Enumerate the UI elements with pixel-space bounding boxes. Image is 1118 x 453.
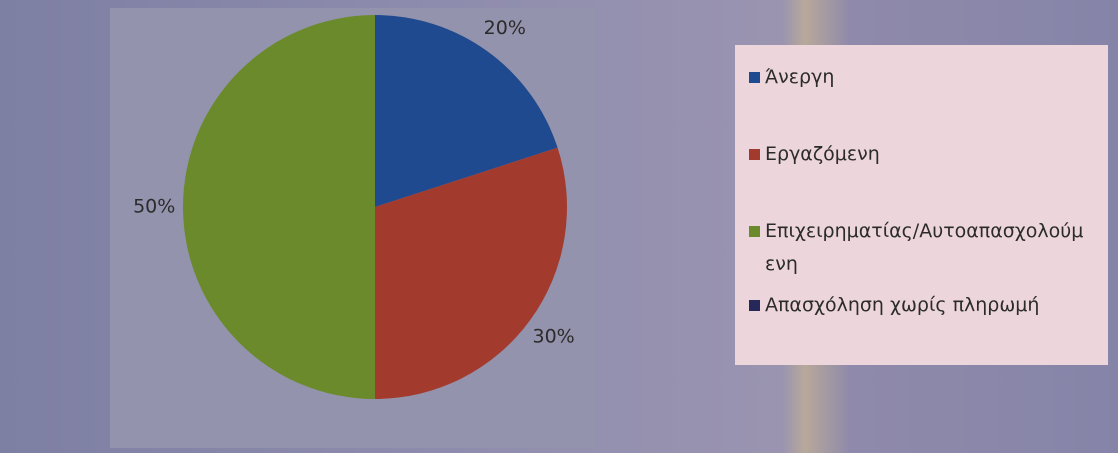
legend-swatch <box>749 226 760 237</box>
legend-label: Απασχόληση χωρίς πληρωμή <box>765 294 1040 316</box>
legend-item: Επιχειρηματίας/Αυτοαπασχολούμενη <box>749 215 1096 281</box>
legend-label: Επιχειρηματίας/Αυτοαπασχολούμενη <box>765 220 1084 275</box>
legend-swatch <box>749 300 760 311</box>
legend-item: Εργαζόμενη <box>749 138 1096 171</box>
legend-item: Απασχόληση χωρίς πληρωμή <box>749 289 1096 322</box>
pie-slice <box>375 147 567 399</box>
legend-item: Άνεργη <box>749 61 1096 94</box>
data-label: 50% <box>133 196 175 218</box>
legend-swatch <box>749 149 760 160</box>
data-label: 20% <box>484 17 526 39</box>
legend: Άνεργη Εργαζόμενη Επιχειρηματίας/Αυτοαπασχ… <box>735 45 1108 365</box>
data-label: 30% <box>533 325 575 347</box>
legend-label: Εργαζόμενη <box>765 143 880 165</box>
pie-slice <box>375 15 558 207</box>
pie-slice <box>183 15 375 399</box>
legend-label: Άνεργη <box>765 66 835 88</box>
legend-swatch <box>749 72 760 83</box>
